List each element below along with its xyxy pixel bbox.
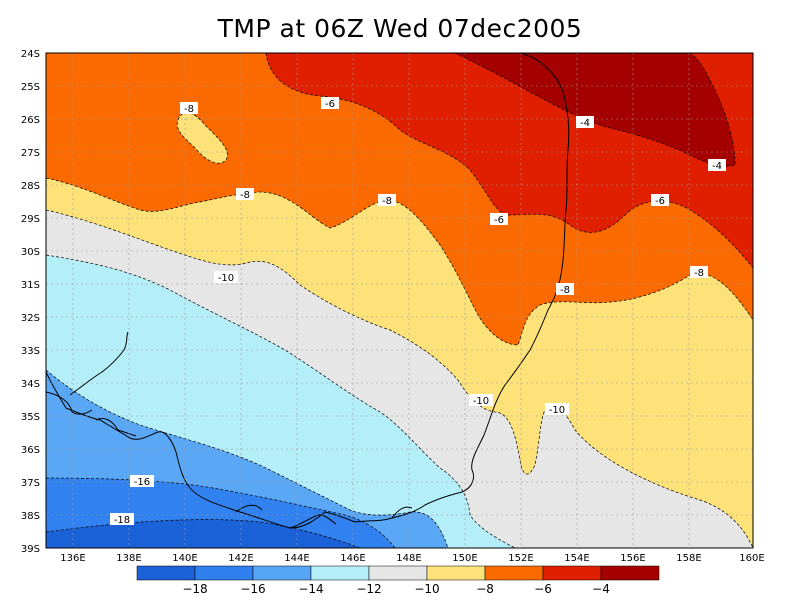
lat-label: 39S bbox=[21, 544, 40, 555]
colorbar-swatch bbox=[426, 565, 486, 581]
svg-text:-10: -10 bbox=[218, 273, 234, 284]
lon-label: 140E bbox=[172, 553, 197, 564]
lat-label: 38S bbox=[21, 511, 40, 522]
lon-label: 144E bbox=[284, 553, 309, 564]
lat-label: 35S bbox=[21, 412, 40, 423]
lon-label: 148E bbox=[396, 553, 421, 564]
contour-label: -8 bbox=[378, 194, 396, 207]
lat-label: 31S bbox=[21, 280, 40, 291]
lat-label: 34S bbox=[21, 379, 40, 390]
svg-text:-8: -8 bbox=[694, 268, 704, 279]
lon-label: 160E bbox=[739, 553, 764, 564]
contour-lines bbox=[46, 53, 753, 548]
colorbar-label: −6 bbox=[534, 582, 552, 596]
colorbar-label: −16 bbox=[240, 582, 265, 596]
lat-label: 36S bbox=[21, 445, 40, 456]
lat-label: 37S bbox=[21, 478, 40, 489]
contour-label: -10 bbox=[545, 403, 569, 416]
svg-text:-6: -6 bbox=[494, 215, 504, 226]
contour-label: -4 bbox=[708, 159, 726, 172]
band-minus-2 bbox=[455, 53, 735, 167]
colorbar-label: −8 bbox=[476, 582, 494, 596]
svg-text:-16: -16 bbox=[134, 477, 150, 488]
contour-label: -6 bbox=[490, 213, 508, 226]
svg-text:-6: -6 bbox=[655, 196, 665, 207]
lon-label: 138E bbox=[116, 553, 141, 564]
colorbar-label: −10 bbox=[414, 582, 439, 596]
lon-label: 142E bbox=[228, 553, 253, 564]
colorbar-label: −12 bbox=[356, 582, 381, 596]
lon-label: 146E bbox=[340, 553, 365, 564]
lon-label: 156E bbox=[620, 553, 645, 564]
map-plot-area: -8 -6 -4 -4 -8 -8 bbox=[46, 53, 753, 548]
lon-label: 158E bbox=[676, 553, 701, 564]
colorbar-swatch bbox=[600, 565, 660, 581]
colorbar-swatch bbox=[368, 565, 428, 581]
contour-label: -6 bbox=[651, 194, 669, 207]
contour-label-group: -8 -6 -4 -4 -8 -8 bbox=[110, 97, 726, 526]
contour-label: -10 bbox=[469, 394, 493, 407]
lat-label: 33S bbox=[21, 346, 40, 357]
svg-text:-18: -18 bbox=[114, 515, 130, 526]
svg-text:-8: -8 bbox=[240, 190, 250, 201]
svg-text:-4: -4 bbox=[712, 161, 722, 172]
map-title: TMP at 06Z Wed 07dec2005 bbox=[217, 14, 583, 43]
contour-label: -8 bbox=[180, 102, 198, 115]
lat-label: 27S bbox=[21, 148, 40, 159]
colorbar-swatch bbox=[310, 565, 370, 581]
contour-label: -18 bbox=[110, 513, 134, 526]
lat-label: 29S bbox=[21, 214, 40, 225]
lon-label: 150E bbox=[452, 553, 477, 564]
svg-text:-4: -4 bbox=[580, 118, 590, 129]
lat-label: 28S bbox=[21, 181, 40, 192]
colorbar-swatch bbox=[194, 565, 254, 581]
contour-label: -6 bbox=[321, 97, 339, 110]
lat-label: 25S bbox=[21, 82, 40, 93]
svg-text:-10: -10 bbox=[473, 396, 489, 407]
colorbar-swatch bbox=[484, 565, 544, 581]
colorbar-label: −14 bbox=[298, 582, 323, 596]
lon-label: 154E bbox=[564, 553, 589, 564]
longitude-axis: 136E 138E 140E 142E 144E 146E 148E 150E … bbox=[60, 553, 764, 564]
lat-label: 32S bbox=[21, 313, 40, 324]
contour-label: -10 bbox=[214, 271, 238, 284]
svg-text:-6: -6 bbox=[325, 99, 335, 110]
contour-label: -8 bbox=[236, 188, 254, 201]
band-minus-8-island bbox=[176, 112, 228, 164]
colorbar-swatch bbox=[542, 565, 602, 581]
lon-label: 136E bbox=[60, 553, 85, 564]
lat-label: 30S bbox=[21, 247, 40, 258]
colorbar-label: −18 bbox=[182, 582, 207, 596]
svg-text:-8: -8 bbox=[184, 104, 194, 115]
colorbar-swatch bbox=[252, 565, 312, 581]
svg-text:-8: -8 bbox=[382, 196, 392, 207]
colorbar-swatch bbox=[136, 565, 196, 581]
lat-label: 24S bbox=[21, 49, 40, 60]
colorbar: −18 −16 −14 −12 −10 −8 −6 −4 bbox=[136, 565, 660, 596]
svg-text:-10: -10 bbox=[549, 405, 565, 416]
contour-label: -8 bbox=[556, 283, 574, 296]
contour-label: -8 bbox=[690, 266, 708, 279]
map-frame bbox=[45, 52, 754, 549]
latitude-axis: 24S 25S 26S 27S 28S 29S 30S 31S 32S 33S … bbox=[21, 49, 40, 555]
contour-label: -4 bbox=[576, 116, 594, 129]
svg-text:-8: -8 bbox=[560, 285, 570, 296]
contour-label: -16 bbox=[130, 475, 154, 488]
lon-label: 152E bbox=[508, 553, 533, 564]
lat-label: 26S bbox=[21, 115, 40, 126]
colorbar-label: −4 bbox=[592, 582, 610, 596]
